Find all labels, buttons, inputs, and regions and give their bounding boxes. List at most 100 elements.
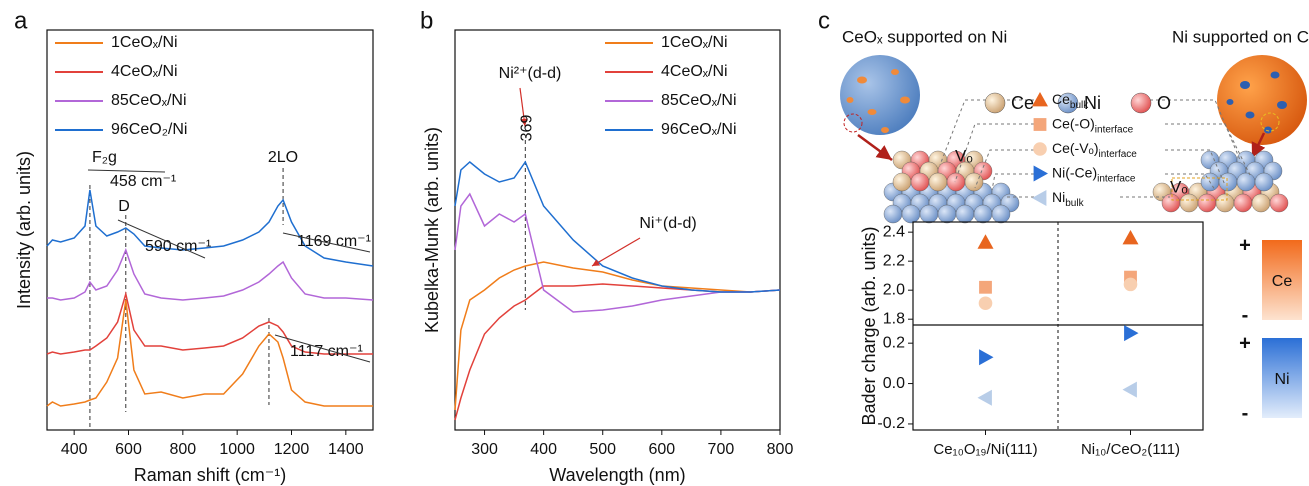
legend-swatch xyxy=(1032,92,1048,107)
legend-name: Ce xyxy=(1052,91,1070,107)
x-axis-label: Raman shift (cm⁻¹) xyxy=(134,465,287,485)
spectrum-line xyxy=(46,291,373,355)
legend-label: Nibulk xyxy=(1052,189,1085,209)
legend-label: 4CeOₓ/Ni xyxy=(111,63,178,80)
annotation: 1117 cm⁻¹ xyxy=(290,343,363,360)
spectrum-line xyxy=(454,160,781,293)
panel-label: c xyxy=(818,7,830,34)
legend-name: Ce(-Vₒ) xyxy=(1052,140,1099,156)
x-tick-label: Ni₁₀/CeO₂(111) xyxy=(1081,441,1180,458)
x-tick-label: 400 xyxy=(530,441,557,458)
colorbar-label: Ce xyxy=(1272,273,1293,290)
plot-frame xyxy=(454,29,781,431)
spectrum-line xyxy=(46,189,374,267)
atom-swatch xyxy=(1057,92,1079,114)
panel-label: b xyxy=(420,7,433,34)
annotation: 1169 cm⁻¹ xyxy=(297,233,371,250)
y-tick-label: 0.2 xyxy=(883,334,905,351)
atom-swatch xyxy=(1130,92,1152,114)
legend-label: 85CeOₓ/Ni xyxy=(661,92,737,109)
spectrum-line xyxy=(454,261,781,411)
colorbar-plus: + xyxy=(1239,234,1251,256)
colorbar xyxy=(1262,338,1302,418)
annotation: F₂g xyxy=(92,149,117,166)
data-point xyxy=(1124,325,1139,342)
x-tick-label: 800 xyxy=(169,441,196,458)
y-tick-label: 2.0 xyxy=(883,281,905,298)
y-tick-label: 2.4 xyxy=(883,223,905,240)
legend-swatch xyxy=(1033,165,1048,182)
legend-label: 96CeOₓ/Ni xyxy=(661,121,737,138)
legend-label: Ce(-Vₒ)interface xyxy=(1052,140,1137,160)
x-tick-label: 600 xyxy=(115,441,142,458)
annotation: Ni⁺(d-d) xyxy=(639,215,696,232)
atom-label: Ni xyxy=(1084,93,1101,113)
y-axis-label: Intensity (arb. units) xyxy=(14,151,34,309)
x-tick-label: 800 xyxy=(767,441,794,458)
spectrum-line xyxy=(47,247,374,301)
annotation-arrow xyxy=(519,87,528,127)
panel-title: CeOₓ supported on Ni xyxy=(842,27,1007,46)
leader-line xyxy=(274,334,371,363)
atom-label: Ce xyxy=(1011,93,1034,113)
legend-subscript: interface xyxy=(1097,173,1136,184)
y-tick-label: -0.2 xyxy=(877,415,905,432)
panel-label: a xyxy=(14,7,28,34)
leader-line xyxy=(87,169,166,173)
panel-title: Ni supported on CeO₂ xyxy=(1172,27,1309,46)
annotation: D xyxy=(118,198,130,215)
x-axis-label: Wavelength (nm) xyxy=(549,465,685,485)
y-tick-label: 2.2 xyxy=(883,252,905,269)
data-point xyxy=(1123,277,1138,292)
data-point xyxy=(978,296,993,311)
annotation-arrow xyxy=(591,237,641,267)
data-point xyxy=(977,389,992,406)
y-tick-label: 1.8 xyxy=(883,310,905,327)
legend-swatch xyxy=(1033,118,1047,131)
legend-label: Cebulk xyxy=(1052,91,1089,111)
x-tick-label: 400 xyxy=(61,441,88,458)
spectrum-line xyxy=(454,283,781,421)
x-tick-label: 1200 xyxy=(274,441,310,458)
vacancy-label: Vₒ xyxy=(1170,177,1188,196)
legend-label: 96CeO₂/Ni xyxy=(111,121,187,138)
legend-name: Ce(-O) xyxy=(1052,115,1095,131)
vacancy-label: Vₒ xyxy=(955,146,973,165)
colorbar xyxy=(1262,240,1302,320)
legend-label: Ni(-Ce)interface xyxy=(1052,164,1136,184)
colorbar-plus: + xyxy=(1239,332,1251,354)
legend-name: Ni(-Ce) xyxy=(1052,164,1097,180)
plot-frame xyxy=(46,29,374,431)
atom-swatch xyxy=(984,92,1006,114)
spectrum-line xyxy=(46,299,373,407)
data-point xyxy=(979,349,994,366)
annotation: Ni²⁺(d-d) xyxy=(499,65,562,82)
legend-label: 4CeOₓ/Ni xyxy=(661,63,728,80)
legend-name: Ni xyxy=(1052,189,1065,205)
colorbar-minus: - xyxy=(1242,402,1249,424)
leader-line xyxy=(282,232,371,253)
x-tick-label: Ce₁₀O₁₉/Ni(111) xyxy=(933,441,1037,458)
legend-label: 85CeOₓ/Ni xyxy=(111,92,187,109)
y-axis-label: Bader charge (arb. units) xyxy=(859,226,879,425)
atom-label: O xyxy=(1157,93,1171,113)
legend-subscript: bulk xyxy=(1065,198,1084,209)
leader-line xyxy=(117,219,206,259)
legend-subscript: interface xyxy=(1099,149,1138,160)
spectrum-line xyxy=(454,192,781,313)
colorbar-label: Ni xyxy=(1274,371,1289,388)
x-tick-label: 600 xyxy=(648,441,675,458)
peak-label: 369 xyxy=(519,115,536,142)
annotation: 2LO xyxy=(268,149,298,166)
legend-label: Ce(-O)interface xyxy=(1052,115,1134,135)
data-point xyxy=(1122,381,1137,398)
x-tick-label: 1000 xyxy=(219,441,255,458)
legend-swatch xyxy=(1032,190,1047,206)
data-point xyxy=(977,234,994,249)
x-tick-label: 300 xyxy=(471,441,498,458)
x-tick-label: 1400 xyxy=(328,441,364,458)
illustration xyxy=(840,55,1307,224)
y-axis-label: Kubelka-Munk (arb. units) xyxy=(422,127,442,333)
legend-subscript: bulk xyxy=(1070,100,1089,111)
